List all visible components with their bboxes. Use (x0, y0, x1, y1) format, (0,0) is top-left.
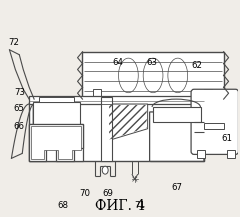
Bar (39, 97, 74, 102)
Bar (29, 124, 84, 161)
Bar (197, 150, 205, 158)
Bar (83, 52, 224, 99)
Bar (150, 112, 204, 161)
Text: 66: 66 (14, 122, 25, 131)
Ellipse shape (102, 166, 108, 174)
Bar (29, 96, 204, 104)
Bar (101, 97, 112, 161)
Bar (204, 123, 224, 129)
Text: ФИГ. 4: ФИГ. 4 (95, 199, 145, 213)
Text: 68: 68 (57, 201, 68, 210)
Text: 72: 72 (8, 38, 19, 47)
FancyBboxPatch shape (150, 112, 204, 161)
Text: 62: 62 (192, 61, 203, 70)
Text: 71: 71 (134, 201, 145, 210)
Text: 61: 61 (221, 134, 232, 143)
Polygon shape (29, 124, 84, 161)
Bar (93, 89, 101, 99)
Text: 70: 70 (79, 189, 90, 198)
Text: 63: 63 (146, 58, 157, 67)
FancyBboxPatch shape (191, 89, 239, 155)
Text: 69: 69 (103, 189, 114, 198)
Polygon shape (31, 126, 82, 159)
Bar (33, 102, 79, 124)
Text: 64: 64 (113, 58, 124, 67)
Text: 67: 67 (172, 183, 183, 192)
Polygon shape (108, 104, 148, 141)
Text: 65: 65 (14, 105, 25, 113)
Bar (227, 150, 234, 158)
Bar (204, 89, 212, 99)
Text: 73: 73 (14, 88, 25, 97)
Polygon shape (33, 104, 73, 141)
Bar (153, 107, 201, 122)
Bar (29, 102, 204, 161)
